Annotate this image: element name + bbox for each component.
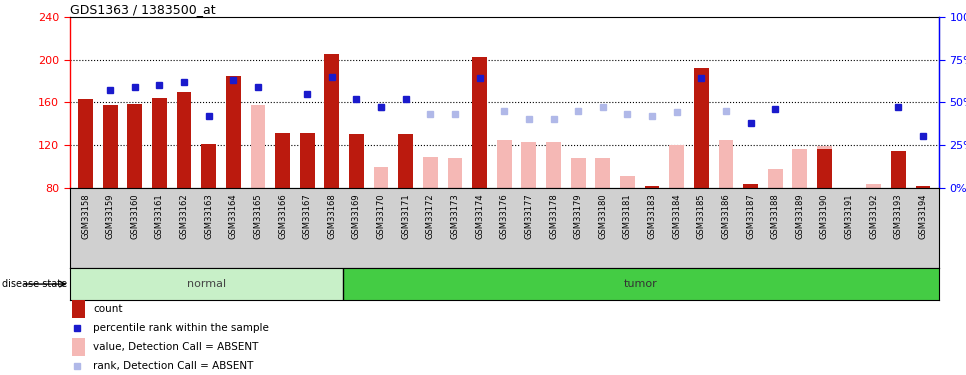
Bar — [78, 99, 93, 188]
Bar — [177, 92, 191, 188]
Text: GSM33176: GSM33176 — [499, 193, 509, 239]
Text: GSM33183: GSM33183 — [647, 193, 657, 239]
Text: percentile rank within the sample: percentile rank within the sample — [93, 323, 269, 333]
Text: GSM33166: GSM33166 — [278, 193, 287, 239]
Bar — [299, 133, 315, 188]
Bar — [644, 186, 660, 188]
Bar — [226, 75, 241, 188]
Text: GSM33167: GSM33167 — [302, 193, 312, 239]
Text: count: count — [93, 304, 123, 314]
Text: GSM33178: GSM33178 — [549, 193, 558, 239]
Bar — [522, 142, 536, 188]
Text: GSM33188: GSM33188 — [771, 193, 780, 239]
Bar — [546, 142, 561, 188]
Text: GSM33173: GSM33173 — [450, 193, 460, 239]
Bar — [343, 268, 939, 300]
Text: rank, Detection Call = ABSENT: rank, Detection Call = ABSENT — [93, 361, 253, 370]
Text: GSM33193: GSM33193 — [894, 193, 903, 239]
Text: GSM33187: GSM33187 — [746, 193, 755, 239]
Bar — [595, 158, 611, 188]
Text: GSM33186: GSM33186 — [722, 193, 730, 239]
Bar — [472, 57, 487, 188]
Text: GSM33177: GSM33177 — [525, 193, 533, 239]
Bar — [374, 167, 388, 188]
Bar — [250, 105, 266, 188]
Text: GSM33181: GSM33181 — [623, 193, 632, 239]
Text: GSM33162: GSM33162 — [180, 193, 188, 239]
Bar — [891, 151, 906, 188]
Text: GSM33192: GSM33192 — [869, 193, 878, 238]
Text: GSM33160: GSM33160 — [130, 193, 139, 239]
Text: GSM33171: GSM33171 — [401, 193, 411, 239]
Text: GSM33159: GSM33159 — [105, 193, 115, 238]
Text: GSM33165: GSM33165 — [253, 193, 263, 239]
Bar — [423, 157, 438, 188]
Text: tumor: tumor — [624, 279, 658, 289]
Bar — [817, 149, 832, 188]
Text: GSM33189: GSM33189 — [795, 193, 805, 239]
Bar — [349, 134, 364, 188]
Text: GSM33170: GSM33170 — [377, 193, 385, 239]
Bar — [743, 184, 758, 188]
Bar — [620, 176, 635, 188]
Bar — [817, 146, 832, 188]
Text: value, Detection Call = ABSENT: value, Detection Call = ABSENT — [93, 342, 258, 352]
Text: GDS1363 / 1383500_at: GDS1363 / 1383500_at — [70, 3, 215, 16]
Text: GSM33185: GSM33185 — [696, 193, 706, 239]
Bar — [768, 170, 782, 188]
Text: GSM33191: GSM33191 — [844, 193, 854, 238]
Text: GSM33164: GSM33164 — [229, 193, 238, 239]
Text: GSM33158: GSM33158 — [81, 193, 90, 239]
Bar — [497, 140, 512, 188]
Text: GSM33184: GSM33184 — [672, 193, 681, 239]
Bar — [571, 158, 585, 188]
Bar — [71, 338, 85, 356]
Bar — [398, 134, 413, 188]
Bar — [102, 105, 118, 188]
Text: GSM33194: GSM33194 — [919, 193, 927, 238]
Text: GSM33168: GSM33168 — [327, 193, 336, 239]
Bar — [792, 149, 808, 188]
Bar — [694, 68, 709, 188]
Text: normal: normal — [186, 279, 226, 289]
Bar — [152, 98, 167, 188]
Bar — [70, 268, 343, 300]
Bar — [719, 140, 733, 188]
Text: GSM33179: GSM33179 — [574, 193, 582, 239]
Bar — [669, 145, 684, 188]
Text: GSM33163: GSM33163 — [204, 193, 213, 239]
Text: GSM33190: GSM33190 — [820, 193, 829, 238]
Text: GSM33161: GSM33161 — [155, 193, 164, 239]
Text: GSM33174: GSM33174 — [475, 193, 484, 239]
Bar — [325, 54, 339, 188]
Text: GSM33169: GSM33169 — [352, 193, 361, 239]
Bar — [867, 184, 881, 188]
Text: GSM33172: GSM33172 — [426, 193, 435, 239]
Text: disease state: disease state — [2, 279, 67, 289]
Text: GSM33180: GSM33180 — [598, 193, 608, 239]
Bar — [201, 144, 216, 188]
Bar — [447, 158, 463, 188]
Bar — [275, 133, 290, 188]
Bar — [128, 104, 142, 188]
Bar — [71, 300, 85, 318]
Bar — [916, 186, 930, 188]
